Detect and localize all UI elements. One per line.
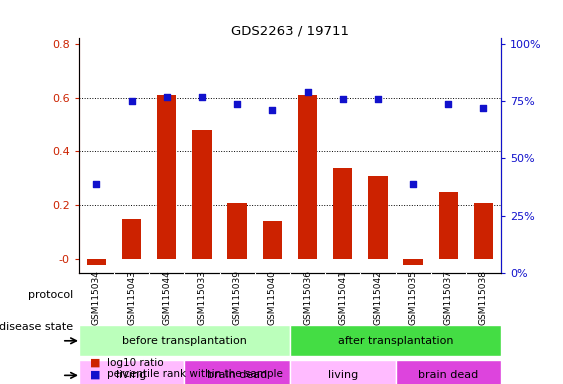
Text: protocol: protocol	[28, 290, 73, 300]
Text: GSM115038: GSM115038	[479, 270, 488, 325]
Bar	[439, 192, 458, 259]
Bar	[290, 325, 501, 356]
Bar	[404, 259, 423, 265]
Text: before transplantation: before transplantation	[122, 336, 247, 346]
Bar	[79, 360, 185, 384]
Bar	[298, 95, 317, 259]
Text: ■: ■	[90, 358, 101, 368]
Bar	[122, 219, 141, 259]
Point	[127, 98, 136, 104]
Text: disease state: disease state	[0, 322, 73, 333]
Text: GSM115039: GSM115039	[233, 270, 242, 325]
Bar	[79, 325, 290, 356]
Text: GSM115041: GSM115041	[338, 270, 347, 325]
Point	[338, 96, 347, 102]
Text: percentile rank within the sample: percentile rank within the sample	[107, 369, 283, 379]
Point	[479, 105, 488, 111]
Bar	[290, 360, 395, 384]
Title: GDS2263 / 19711: GDS2263 / 19711	[231, 24, 349, 37]
Text: GSM115036: GSM115036	[303, 270, 312, 325]
Text: GSM115044: GSM115044	[162, 270, 171, 325]
Bar	[368, 176, 387, 259]
Text: GSM115037: GSM115037	[444, 270, 453, 325]
Bar	[87, 259, 106, 265]
Text: GSM115033: GSM115033	[198, 270, 207, 325]
Point	[444, 101, 453, 107]
Point	[373, 96, 382, 102]
Bar	[395, 360, 501, 384]
Point	[268, 107, 277, 113]
Point	[198, 94, 207, 100]
Text: brain dead: brain dead	[418, 370, 479, 381]
Text: ■: ■	[90, 369, 101, 379]
Text: GSM115042: GSM115042	[373, 270, 382, 325]
Text: GSM115035: GSM115035	[409, 270, 418, 325]
Bar	[333, 168, 352, 259]
Text: living: living	[328, 370, 358, 381]
Point	[233, 101, 242, 107]
Point	[303, 89, 312, 95]
Bar	[157, 95, 176, 259]
Text: log10 ratio: log10 ratio	[107, 358, 164, 368]
Text: after transplantation: after transplantation	[338, 336, 453, 346]
Text: GSM115043: GSM115043	[127, 270, 136, 325]
Bar	[474, 203, 493, 259]
Text: brain dead: brain dead	[207, 370, 267, 381]
Point	[162, 94, 171, 100]
Bar	[185, 360, 290, 384]
Bar	[227, 203, 247, 259]
Bar	[263, 222, 282, 259]
Point	[92, 180, 101, 187]
Point	[409, 180, 418, 187]
Bar	[193, 130, 212, 259]
Text: living: living	[117, 370, 147, 381]
Text: GSM115034: GSM115034	[92, 270, 101, 325]
Text: GSM115040: GSM115040	[268, 270, 277, 325]
